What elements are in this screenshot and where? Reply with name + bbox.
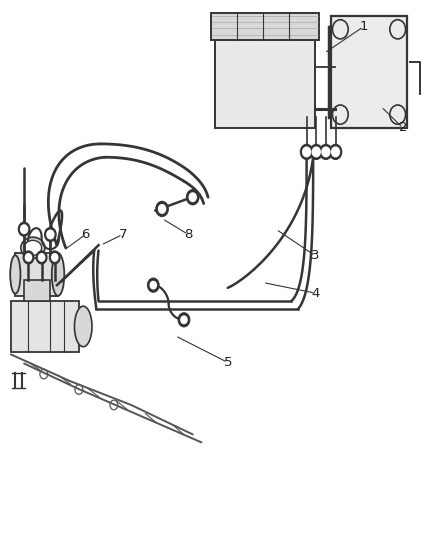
Circle shape [181, 316, 187, 324]
Circle shape [52, 254, 58, 261]
Circle shape [39, 254, 45, 261]
Ellipse shape [74, 306, 92, 346]
Text: 3: 3 [311, 249, 320, 262]
Circle shape [303, 147, 311, 157]
Text: 6: 6 [81, 228, 90, 241]
Circle shape [25, 254, 32, 261]
Text: 8: 8 [184, 228, 193, 241]
Circle shape [148, 278, 159, 292]
FancyBboxPatch shape [331, 16, 407, 128]
FancyBboxPatch shape [24, 280, 50, 301]
Circle shape [332, 147, 339, 157]
FancyBboxPatch shape [215, 40, 315, 128]
Text: 2: 2 [399, 122, 407, 134]
Text: 1: 1 [359, 20, 368, 33]
Circle shape [189, 193, 196, 201]
Circle shape [36, 251, 47, 264]
Circle shape [310, 144, 322, 159]
Circle shape [300, 144, 313, 159]
Circle shape [322, 147, 330, 157]
Circle shape [320, 144, 332, 159]
Ellipse shape [10, 255, 21, 294]
Circle shape [18, 222, 30, 236]
Text: 4: 4 [311, 287, 320, 300]
Circle shape [312, 147, 320, 157]
FancyBboxPatch shape [15, 253, 58, 296]
FancyBboxPatch shape [11, 301, 79, 352]
Circle shape [23, 251, 34, 264]
Circle shape [156, 201, 168, 216]
Circle shape [21, 225, 28, 233]
Ellipse shape [21, 237, 45, 259]
Polygon shape [211, 13, 319, 40]
Circle shape [47, 230, 54, 239]
Circle shape [49, 251, 60, 264]
Text: 7: 7 [118, 228, 127, 241]
Ellipse shape [52, 253, 64, 296]
Circle shape [329, 144, 342, 159]
Circle shape [45, 228, 56, 241]
Text: 5: 5 [223, 356, 232, 369]
Circle shape [159, 205, 166, 213]
Circle shape [178, 313, 190, 327]
Circle shape [150, 281, 156, 289]
Circle shape [187, 190, 199, 205]
Ellipse shape [24, 240, 42, 255]
